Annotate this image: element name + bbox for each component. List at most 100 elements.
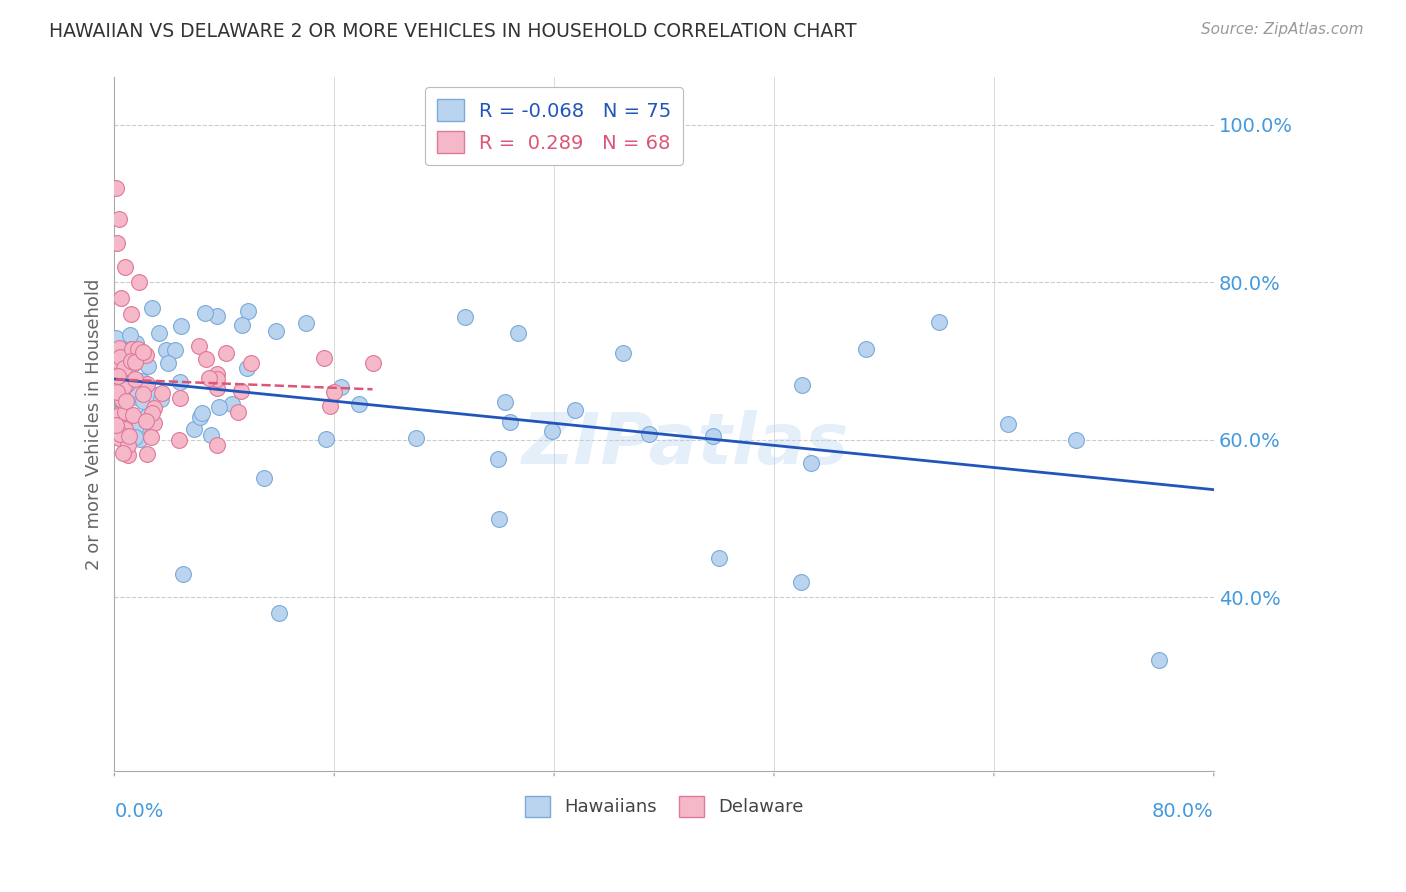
Point [238, 304, 260, 318]
Point [139, 430, 162, 444]
Point [167, 433, 190, 447]
Text: Source: ZipAtlas.com: Source: ZipAtlas.com [1201, 22, 1364, 37]
Point [111, 394, 134, 409]
Point [114, 346, 136, 360]
Point [314, 351, 336, 365]
Point [112, 379, 135, 393]
Point [198, 371, 221, 385]
Point [107, 355, 129, 369]
Point [131, 375, 153, 389]
Point [1066, 433, 1088, 447]
Point [129, 432, 152, 446]
Point [508, 326, 530, 340]
Point [454, 310, 477, 324]
Point [264, 324, 287, 338]
Point [132, 387, 155, 401]
Point [142, 416, 165, 430]
Point [330, 379, 353, 393]
Point [108, 366, 131, 380]
Point [131, 344, 153, 359]
Point [221, 397, 243, 411]
Point [253, 471, 276, 485]
Point [105, 384, 128, 399]
Point [205, 310, 228, 324]
Point [702, 429, 724, 443]
Point [208, 401, 231, 415]
Point [156, 356, 179, 370]
Text: HAWAIIAN VS DELAWARE 2 OR MORE VEHICLES IN HOUSEHOLD CORRELATION CHART: HAWAIIAN VS DELAWARE 2 OR MORE VEHICLES … [49, 22, 856, 41]
Point [165, 343, 187, 357]
Point [120, 307, 142, 321]
Point [200, 428, 222, 442]
Point [117, 367, 139, 381]
Point [122, 408, 145, 422]
Point [205, 372, 228, 386]
Point [105, 417, 128, 432]
Point [172, 566, 194, 581]
Point [105, 420, 128, 434]
Point [115, 376, 138, 391]
Point [128, 419, 150, 434]
Point [792, 378, 814, 392]
Point [105, 413, 128, 427]
Point [194, 351, 217, 366]
Point [148, 326, 170, 340]
Point [117, 342, 139, 356]
Point [105, 424, 128, 438]
Point [112, 360, 135, 375]
Point [105, 235, 128, 250]
Point [155, 343, 177, 357]
Point [136, 409, 159, 424]
Point [110, 349, 132, 363]
Point [136, 447, 159, 461]
Point [638, 427, 661, 442]
Point [125, 418, 148, 433]
Point [170, 318, 193, 333]
Point [107, 368, 129, 383]
Point [235, 360, 257, 375]
Point [124, 372, 146, 386]
Point [104, 180, 127, 194]
Point [114, 422, 136, 436]
Point [928, 315, 950, 329]
Point [188, 339, 211, 353]
Point [110, 346, 132, 360]
Point [494, 394, 516, 409]
Point [207, 381, 229, 395]
Point [1147, 653, 1170, 667]
Point [612, 346, 634, 360]
Point [120, 342, 142, 356]
Point [121, 342, 143, 356]
Point [269, 606, 291, 620]
Point [111, 422, 134, 436]
Point [124, 336, 146, 351]
Point [315, 432, 337, 446]
Point [111, 425, 134, 440]
Point [207, 438, 229, 452]
Point [118, 328, 141, 343]
Point [142, 401, 165, 416]
Point [108, 372, 131, 386]
Point [207, 367, 229, 381]
Point [110, 349, 132, 363]
Point [107, 341, 129, 355]
Point [111, 393, 134, 408]
Point [135, 348, 157, 362]
Point [112, 419, 135, 434]
Point [707, 551, 730, 566]
Point [997, 417, 1019, 431]
Point [105, 331, 128, 345]
Point [111, 385, 134, 400]
Point [135, 414, 157, 428]
Point [240, 356, 263, 370]
Point [111, 396, 134, 410]
Text: 80.0%: 80.0% [1152, 802, 1213, 822]
Point [110, 350, 132, 364]
Point [141, 406, 163, 420]
Point [107, 376, 129, 390]
Point [117, 429, 139, 443]
Point [128, 346, 150, 360]
Point [114, 377, 136, 392]
Legend: Hawaiians, Delaware: Hawaiians, Delaware [517, 789, 811, 824]
Point [117, 438, 139, 452]
